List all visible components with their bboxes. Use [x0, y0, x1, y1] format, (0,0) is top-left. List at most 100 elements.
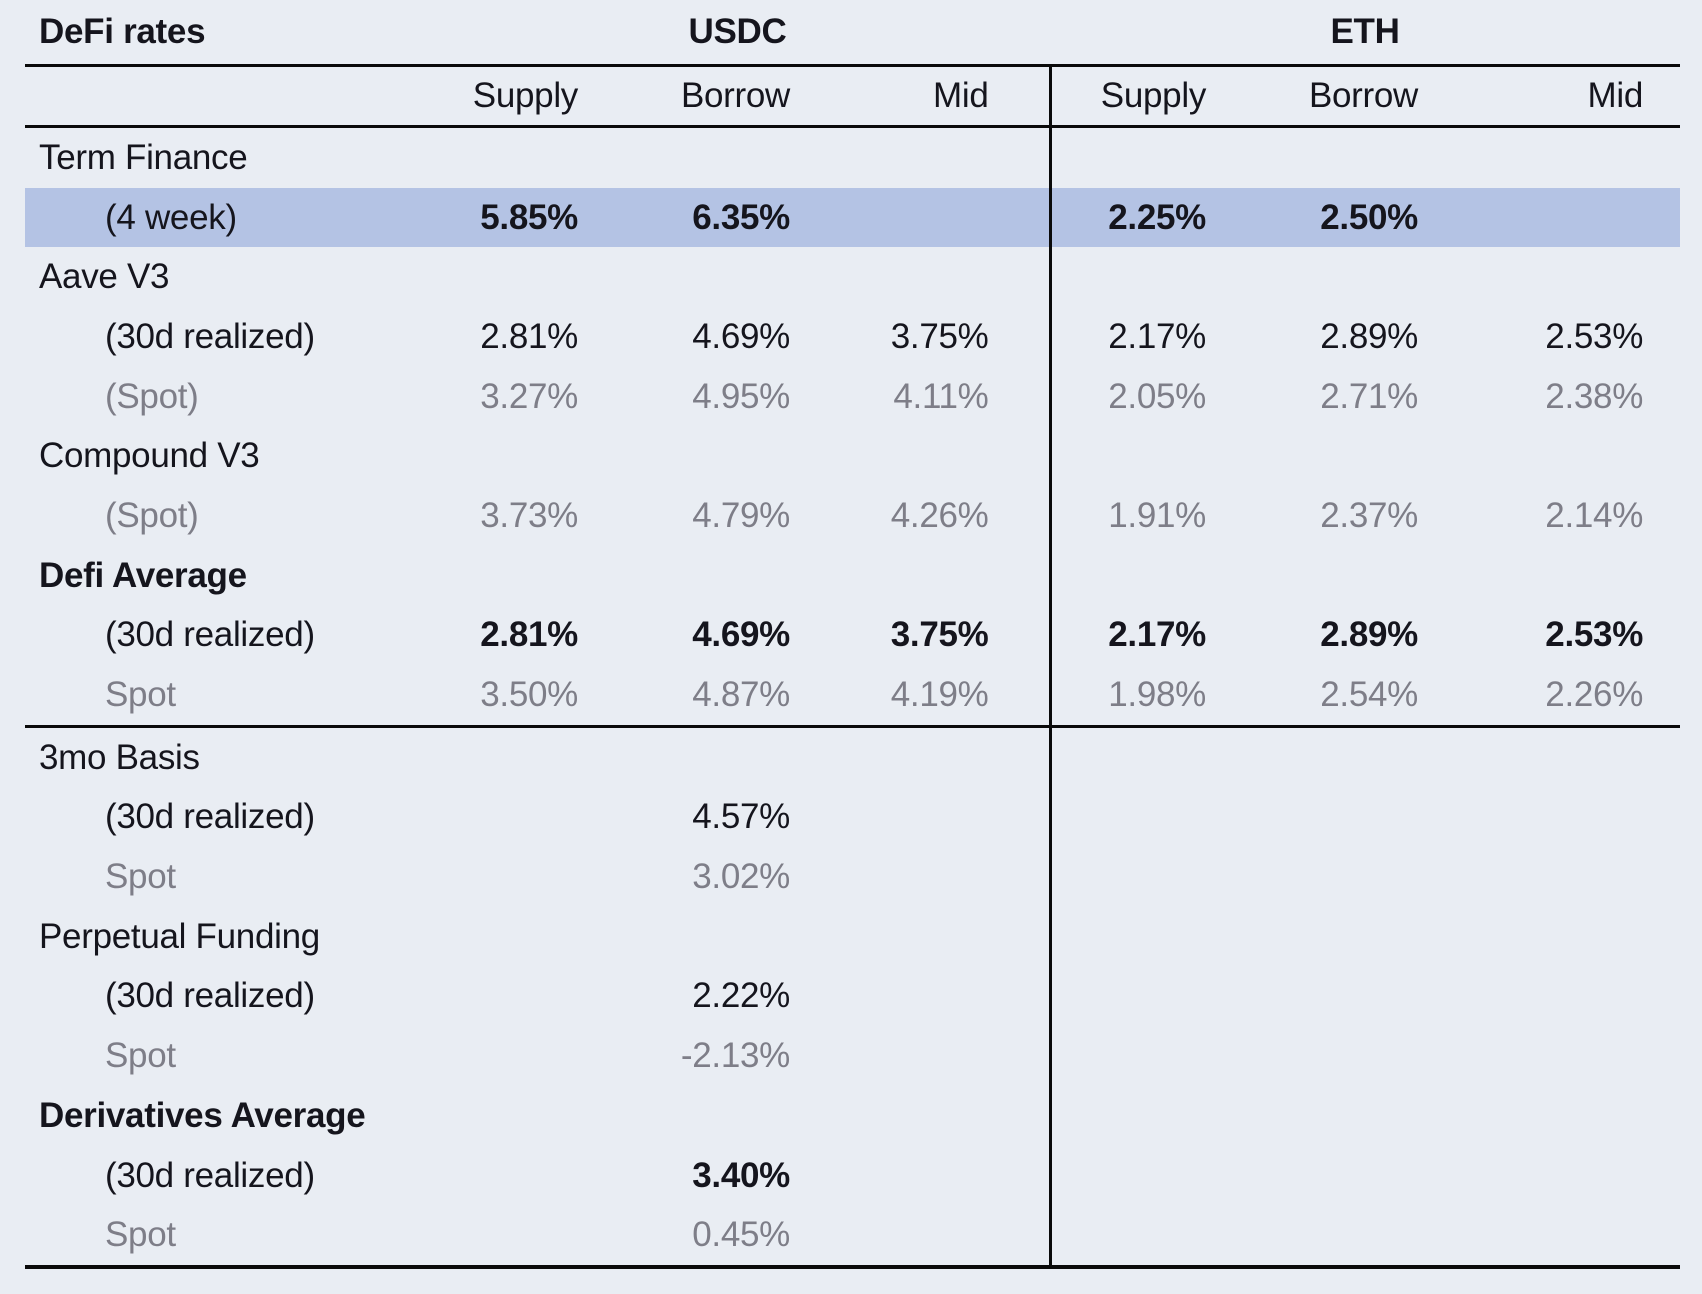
cell-eth-supply: 2.05%	[1048, 366, 1214, 427]
row-label: 3mo Basis	[39, 737, 200, 777]
cell-eth-borrow: 2.71%	[1320, 376, 1419, 416]
cell-eth-mid	[1425, 1205, 1681, 1270]
cell-eth-borrow	[1213, 1026, 1425, 1086]
cell-eth-borrow: 2.89%	[1320, 316, 1419, 356]
cell-usdc-borrow: 4.57%	[692, 797, 790, 837]
row-label: (Spot)	[105, 376, 199, 416]
table-row: Perpetual Funding	[25, 906, 1680, 967]
cell-usdc-mid	[797, 127, 1050, 188]
subheader-spacer	[25, 65, 425, 128]
column-group-usdc: USDC	[425, 0, 1051, 67]
cell-eth-supply	[1048, 1145, 1214, 1206]
cell-eth-supply	[1048, 726, 1214, 788]
cell-eth-borrow	[1213, 546, 1425, 606]
cell-eth-supply	[1048, 906, 1214, 967]
row-label: Compound V3	[39, 436, 260, 476]
table-row: Spot 0.45%	[25, 1205, 1681, 1270]
cell-eth-supply	[1048, 426, 1214, 487]
cell-usdc-supply	[425, 1026, 585, 1086]
cell-usdc-borrow	[585, 247, 797, 307]
cell-eth-mid: 2.38%	[1545, 376, 1644, 416]
cell-usdc-mid	[797, 847, 1050, 907]
cell-eth-supply: 2.25%	[1048, 187, 1214, 248]
table-row: (30d realized) 2.81% 4.69% 3.75% 2.17% 2.89% 2…	[25, 307, 1680, 367]
cell-usdc-supply	[425, 967, 585, 1027]
table-subheader-row: Supply Borrow Mid Supply Borrow Mid	[25, 65, 1681, 128]
cell-eth-mid	[1425, 907, 1680, 967]
cell-usdc-mid	[797, 967, 1050, 1027]
row-label: Derivatives Average	[39, 1095, 366, 1135]
table-row: Spot 3.02%	[25, 847, 1680, 907]
cell-usdc-supply	[425, 726, 585, 787]
cell-usdc-borrow	[585, 726, 797, 787]
cell-usdc-borrow: 4.69%	[692, 615, 790, 655]
cell-eth-supply	[1048, 847, 1214, 907]
cell-eth-supply	[1048, 1086, 1214, 1146]
cell-eth-mid	[1425, 187, 1681, 248]
cell-eth-mid: 2.26%	[1425, 665, 1681, 728]
row-label: Spot	[105, 1036, 176, 1076]
column-header-usdc-supply: Supply	[425, 65, 585, 128]
row-label: (30d realized)	[105, 797, 315, 837]
table-row: (30d realized) 2.81% 4.69% 3.75% 2.17% 2.89% 2…	[25, 605, 1680, 666]
cell-eth-supply: 2.17%	[1048, 307, 1214, 367]
cell-eth-borrow	[1213, 127, 1425, 188]
cell-eth-mid	[1425, 1026, 1680, 1086]
cell-usdc-supply: 2.81%	[480, 316, 578, 356]
cell-usdc-borrow: 4.87%	[585, 665, 797, 728]
cell-eth-borrow: 2.89%	[1320, 615, 1419, 655]
cell-eth-borrow	[1213, 847, 1425, 907]
cell-usdc-supply: 3.27%	[480, 376, 578, 416]
row-label: Perpetual Funding	[39, 916, 320, 956]
cell-usdc-supply	[425, 1205, 585, 1270]
table-row: Defi Average	[25, 545, 1680, 606]
cell-eth-supply: 1.91%	[1048, 486, 1214, 546]
table-row: Term Finance	[25, 126, 1680, 188]
cell-eth-mid	[1425, 726, 1680, 787]
cell-usdc-mid	[797, 726, 1050, 787]
cell-usdc-supply: 5.85%	[425, 187, 585, 248]
defi-rates-table: DeFi rates USDC ETH Supply Borrow Mid Su…	[25, 0, 1681, 1270]
cell-eth-mid: 2.14%	[1545, 495, 1644, 535]
table-row: Spot -2.13%	[25, 1026, 1680, 1086]
cell-eth-mid	[1425, 1086, 1680, 1146]
cell-eth-mid	[1425, 426, 1680, 486]
cell-eth-borrow	[1213, 1205, 1426, 1270]
cell-eth-borrow	[1213, 1146, 1425, 1206]
cell-usdc-borrow	[585, 1086, 797, 1146]
cell-eth-supply: 2.17%	[1048, 605, 1214, 666]
cell-usdc-mid	[797, 1026, 1050, 1086]
cell-eth-mid	[1425, 967, 1680, 1027]
cell-usdc-borrow: 4.79%	[692, 495, 790, 535]
cell-eth-supply	[1048, 787, 1214, 848]
cell-usdc-supply	[425, 426, 585, 486]
cell-eth-mid	[1425, 1146, 1680, 1206]
cell-eth-borrow	[1213, 1086, 1425, 1146]
row-label: Aave V3	[39, 257, 170, 297]
cell-usdc-mid	[797, 187, 1051, 248]
cell-usdc-borrow: 4.69%	[692, 316, 790, 356]
cell-usdc-mid: 4.11%	[893, 376, 989, 416]
cell-usdc-supply	[425, 546, 585, 606]
row-label: Spot	[105, 857, 176, 897]
cell-usdc-mid	[797, 426, 1050, 486]
table-header-row: DeFi rates USDC ETH	[25, 0, 1681, 67]
cell-usdc-borrow: 6.35%	[585, 187, 797, 248]
cell-usdc-mid	[797, 1146, 1050, 1206]
cell-eth-borrow	[1213, 726, 1425, 787]
cell-usdc-mid	[797, 546, 1050, 606]
cell-usdc-mid	[797, 1086, 1050, 1146]
row-label: (30d realized)	[105, 316, 315, 356]
column-header-usdc-mid: Mid	[797, 65, 1051, 128]
row-label: (Spot)	[105, 495, 199, 535]
cell-eth-supply	[1048, 126, 1214, 188]
cell-usdc-supply	[425, 1086, 585, 1146]
column-group-eth: ETH	[1050, 0, 1681, 67]
cell-usdc-supply	[425, 247, 585, 307]
cell-usdc-mid	[797, 788, 1050, 848]
cell-eth-mid: 2.53%	[1545, 316, 1644, 356]
table-row: (30d realized) 3.40%	[25, 1145, 1680, 1206]
table-row: Derivatives Average	[25, 1086, 1680, 1146]
cell-usdc-mid: 4.19%	[797, 665, 1051, 728]
